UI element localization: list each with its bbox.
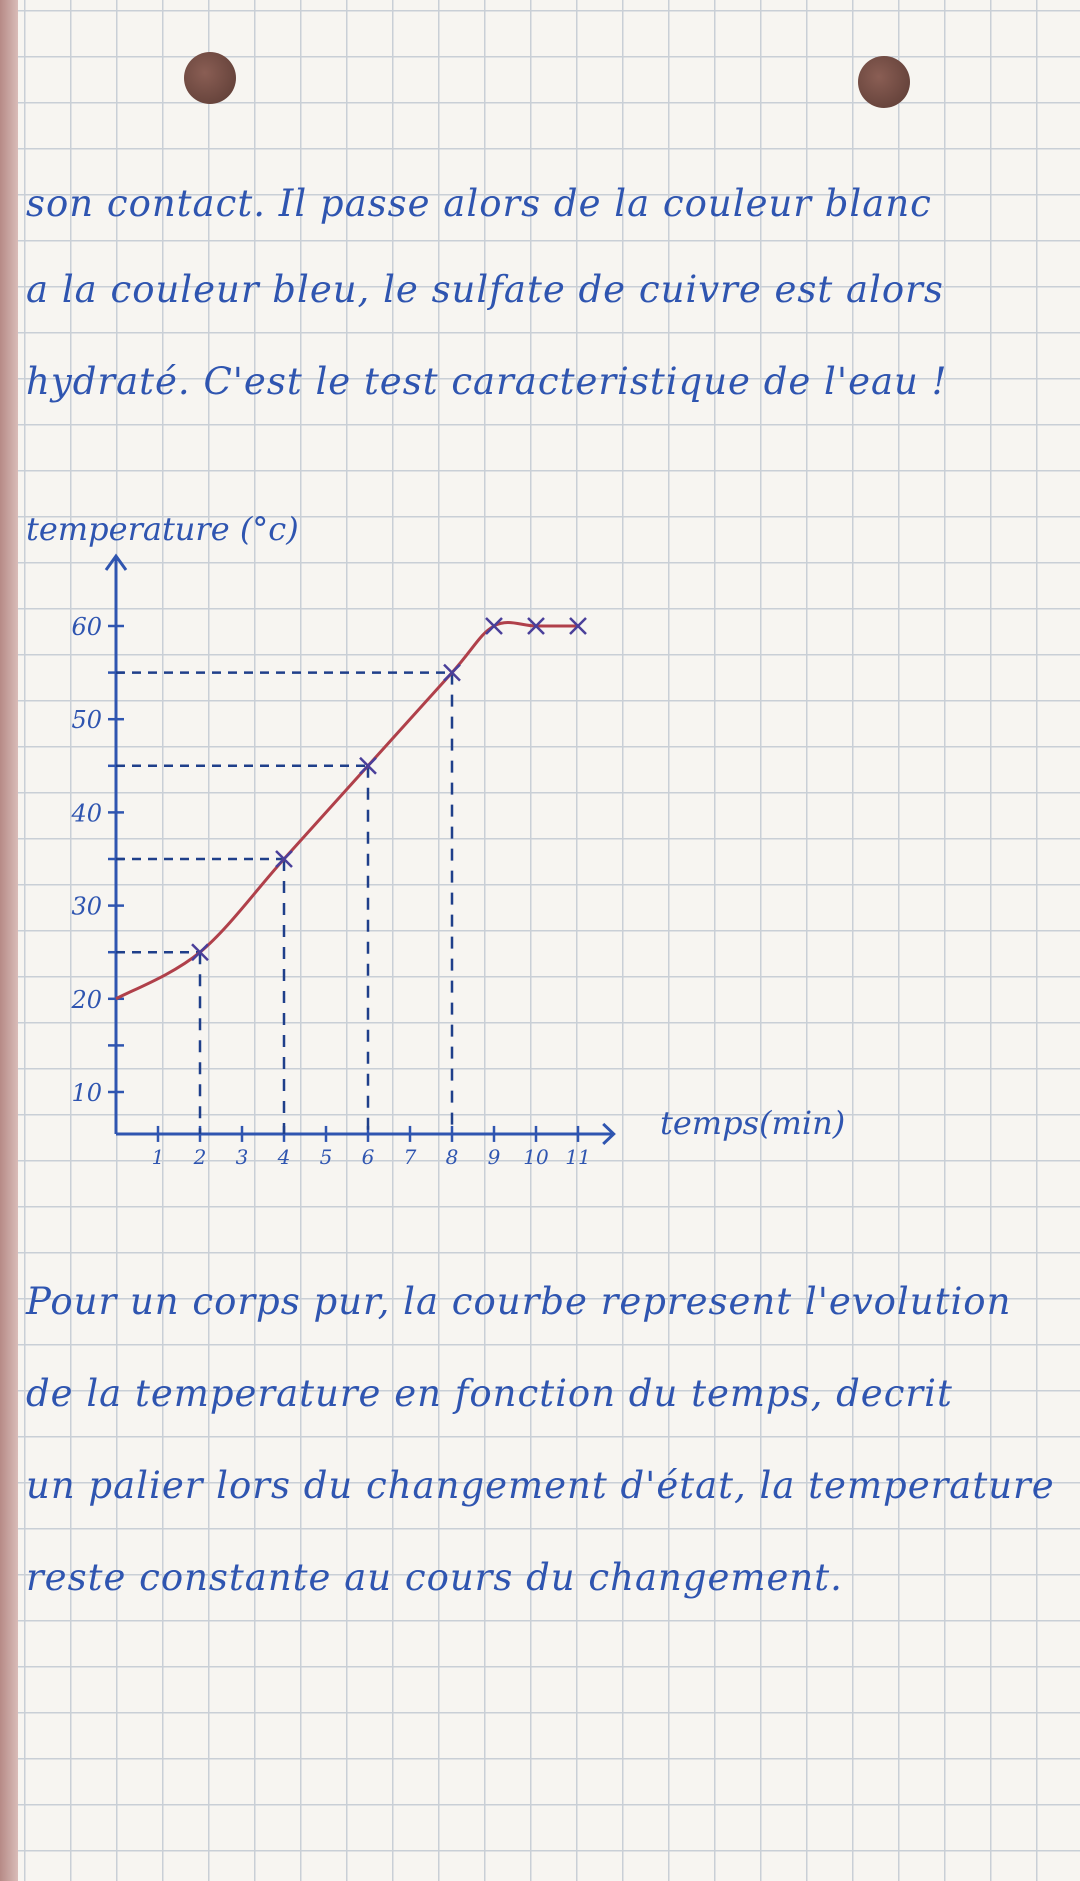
x-tick-label: 10 (523, 1145, 549, 1169)
y-tick-label: 60 (71, 613, 102, 641)
y-tick-label: 50 (71, 706, 102, 734)
data-point-cross (527, 617, 545, 635)
punch-hole-left (184, 52, 236, 104)
x-tick-label: 1 (152, 1145, 165, 1169)
x-tick-label: 6 (362, 1145, 375, 1169)
x-tick-label: 7 (404, 1145, 417, 1169)
data-point-cross (359, 756, 377, 775)
note-line: de la temperature en fonction du temps, … (26, 1372, 953, 1415)
data-point-cross (569, 617, 587, 635)
grid-paper (18, 0, 1080, 1881)
punch-hole-right (858, 56, 910, 108)
x-tick-label: 11 (565, 1145, 590, 1169)
y-tick-label: 10 (71, 1079, 102, 1107)
y-axis-arrow-icon (104, 553, 128, 571)
y-tick-label: 40 (70, 799, 102, 827)
paper-edge (0, 0, 18, 1881)
data-point-cross (191, 943, 209, 962)
x-axis-arrow-icon (602, 1122, 616, 1146)
data-point-cross (275, 850, 293, 868)
note-line: a la couleur bleu, le sulfate de cuivre … (26, 268, 944, 311)
y-axis-label: temperature (°c) (26, 510, 299, 548)
note-line: son contact. Il passe alors de la couleu… (26, 182, 932, 225)
x-tick-label: 2 (193, 1145, 207, 1169)
y-tick-label: 30 (71, 893, 102, 921)
data-point-cross (485, 617, 503, 635)
data-point-cross (443, 663, 461, 682)
y-tick-label: 20 (70, 986, 102, 1014)
temperature-curve (115, 621, 578, 1001)
x-tick-label: 3 (236, 1145, 249, 1169)
note-line: reste constante au cours du changement. (26, 1556, 843, 1599)
note-line: Pour un corps pur, la courbe represent l… (26, 1280, 1012, 1323)
x-tick-label: 5 (320, 1145, 333, 1169)
x-axis-label: temps(min) (660, 1104, 845, 1142)
note-line: hydraté. C'est le test caracteristique d… (26, 360, 948, 403)
x-tick-label: 8 (446, 1145, 459, 1169)
x-tick-label: 9 (488, 1145, 501, 1169)
x-tick-label: 4 (277, 1145, 291, 1169)
note-line: un palier lors du changement d'état, la … (26, 1464, 1055, 1507)
